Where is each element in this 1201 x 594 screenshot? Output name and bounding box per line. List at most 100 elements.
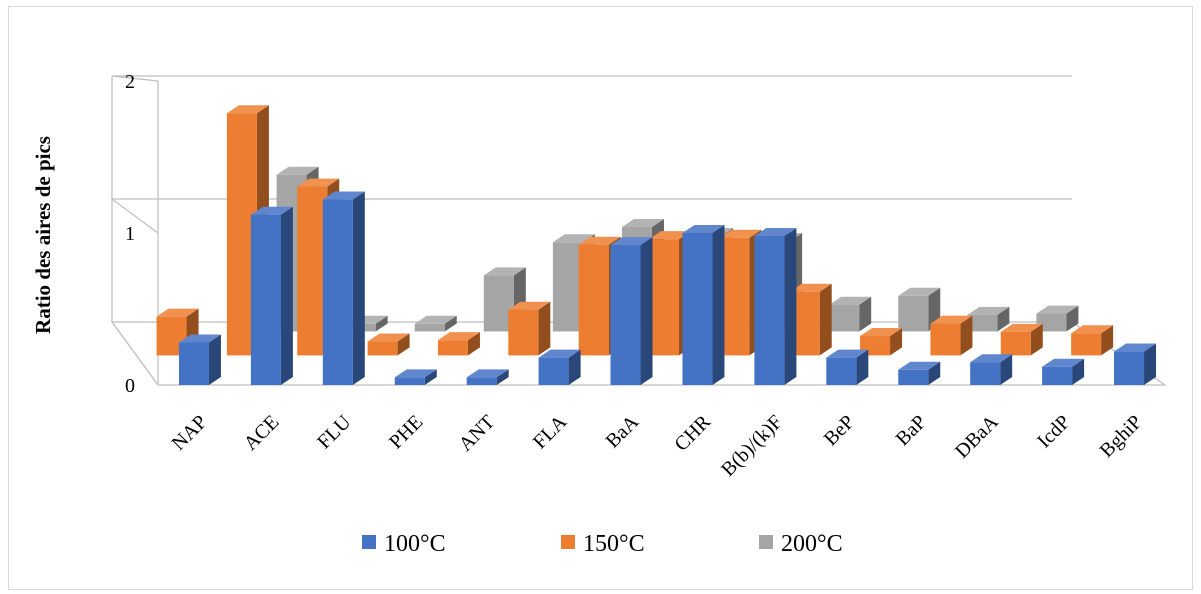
bar-front xyxy=(967,314,998,332)
bar-top xyxy=(829,296,872,305)
bar-top xyxy=(826,349,869,358)
bar-front xyxy=(1042,366,1073,385)
x-tick-label: BaA xyxy=(602,411,644,453)
bar-front xyxy=(250,214,281,385)
legend-label: 150°C xyxy=(583,531,645,557)
bar-top xyxy=(250,206,293,215)
bar-top xyxy=(754,228,797,237)
bar-top xyxy=(466,369,509,378)
bar-200°C-BghiP xyxy=(1036,305,1079,332)
bar-side xyxy=(568,349,581,385)
bar-100°C-BaA xyxy=(610,237,653,385)
legend: 100°C 150°C 200°C xyxy=(362,531,843,557)
bar-top xyxy=(860,328,903,337)
bar-top xyxy=(508,301,551,310)
x-tick-label: DBaA xyxy=(951,411,1003,463)
x-tick-label: BaP xyxy=(892,411,931,450)
bar-front xyxy=(1036,313,1067,332)
y-tick-label: 0 xyxy=(125,375,135,397)
bar-front xyxy=(394,377,425,385)
legend-swatch xyxy=(759,535,773,549)
bar-top xyxy=(649,231,692,240)
bar-top xyxy=(414,315,457,324)
bar-front xyxy=(610,245,641,385)
bar-side xyxy=(819,283,832,356)
bar-side xyxy=(960,315,973,356)
bar-front xyxy=(898,369,929,385)
bar-top xyxy=(930,315,973,324)
bar-150°C-ANT xyxy=(437,332,480,356)
bar-front xyxy=(578,244,609,356)
bar-top xyxy=(967,306,1010,315)
bar-top xyxy=(970,354,1013,363)
bar-top xyxy=(578,236,621,245)
x-tick-label: ANT xyxy=(455,411,500,456)
bar-100°C-BghiP xyxy=(1114,343,1157,385)
bar-front xyxy=(1071,333,1102,356)
x-tick-label: IcdP xyxy=(1033,411,1074,452)
bar-side xyxy=(712,225,725,385)
bar-front xyxy=(930,323,961,356)
bar-side xyxy=(397,333,410,356)
bar-100°C-ANT xyxy=(466,369,509,385)
bar-front xyxy=(970,362,1001,385)
bar-top xyxy=(789,283,832,292)
bar-front xyxy=(367,341,398,356)
bar-side xyxy=(375,315,388,332)
bar-side xyxy=(997,306,1010,332)
bar-top xyxy=(898,287,941,296)
bar-front xyxy=(754,236,785,385)
bar-top xyxy=(322,191,365,200)
bar-top xyxy=(898,361,941,370)
bar-top xyxy=(437,332,480,341)
x-tick-label: BeP xyxy=(820,411,859,450)
bar-layer xyxy=(156,105,1157,385)
bar-200°C-IcdP xyxy=(967,306,1010,332)
bar-top xyxy=(297,178,340,187)
bar-front xyxy=(649,239,680,356)
legend-item: 150°C xyxy=(561,531,645,557)
bar-100°C-FLA xyxy=(538,349,581,385)
bar-100°C-NAP xyxy=(178,334,221,385)
bar-top xyxy=(1042,358,1085,367)
x-tick-label: FLU xyxy=(313,411,356,454)
bar-100°C-PHE xyxy=(394,369,437,385)
bar-100°C-ACE xyxy=(250,206,293,385)
bar-top xyxy=(1071,325,1114,334)
bar-side xyxy=(890,328,903,356)
x-tick-label: PHE xyxy=(385,411,427,453)
x-tick-label: BghiP xyxy=(1096,411,1147,462)
bar-100°C-FLU xyxy=(322,191,365,385)
bar-front xyxy=(826,357,857,385)
bar-front xyxy=(414,323,445,332)
bar-side xyxy=(1101,325,1114,356)
bar-top xyxy=(367,333,410,342)
bar-side xyxy=(424,369,437,385)
bar-top xyxy=(610,237,653,246)
bar-front xyxy=(297,186,328,356)
bar-front xyxy=(538,357,569,385)
x-tick-label: NAP xyxy=(168,411,212,455)
bar-top xyxy=(483,267,526,276)
bar-top xyxy=(226,105,269,114)
bar-front xyxy=(508,309,539,356)
bar-100°C-BeP xyxy=(826,349,869,385)
bar-top xyxy=(394,369,437,378)
bar-front xyxy=(552,242,583,332)
bar-top xyxy=(1036,305,1079,314)
bar-150°C-BghiP xyxy=(1071,325,1114,356)
bar-side xyxy=(538,301,551,356)
bar-front xyxy=(682,233,713,385)
bar-top xyxy=(538,349,581,358)
bar-top xyxy=(621,219,664,228)
bar-side xyxy=(856,349,869,385)
bar-top xyxy=(178,334,221,343)
bar-front xyxy=(437,340,468,356)
bar-150°C-IcdP xyxy=(1000,323,1043,356)
bar-side xyxy=(859,296,872,332)
bar-side xyxy=(928,361,941,385)
legend-item: 200°C xyxy=(759,531,843,557)
bar-side xyxy=(208,334,221,385)
bar-100°C-DBaA xyxy=(970,354,1013,385)
